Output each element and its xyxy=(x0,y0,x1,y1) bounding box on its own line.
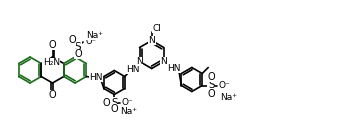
Text: O: O xyxy=(103,98,110,108)
Text: N: N xyxy=(148,36,155,45)
Text: HN: HN xyxy=(90,73,103,82)
Text: Na⁺: Na⁺ xyxy=(220,93,237,102)
Text: O: O xyxy=(111,104,118,115)
Text: S: S xyxy=(208,80,215,91)
Text: Na⁺: Na⁺ xyxy=(86,30,103,39)
Text: O⁻: O⁻ xyxy=(85,36,96,46)
Text: O: O xyxy=(49,90,56,100)
Text: S: S xyxy=(75,42,81,52)
Text: O: O xyxy=(49,40,56,50)
Text: H₂N: H₂N xyxy=(43,58,60,67)
Text: O⁻: O⁻ xyxy=(219,81,230,90)
Text: O: O xyxy=(208,72,215,82)
Text: O: O xyxy=(68,35,76,45)
Text: N: N xyxy=(160,57,167,66)
Text: HN: HN xyxy=(126,65,139,74)
Text: O: O xyxy=(208,89,215,99)
Text: N: N xyxy=(136,57,143,66)
Text: S: S xyxy=(111,98,118,108)
Text: O: O xyxy=(74,49,82,59)
Text: HN: HN xyxy=(167,64,181,73)
Text: Na⁺: Na⁺ xyxy=(120,107,137,116)
Text: O⁻: O⁻ xyxy=(122,98,134,107)
Text: Cl: Cl xyxy=(153,24,162,33)
